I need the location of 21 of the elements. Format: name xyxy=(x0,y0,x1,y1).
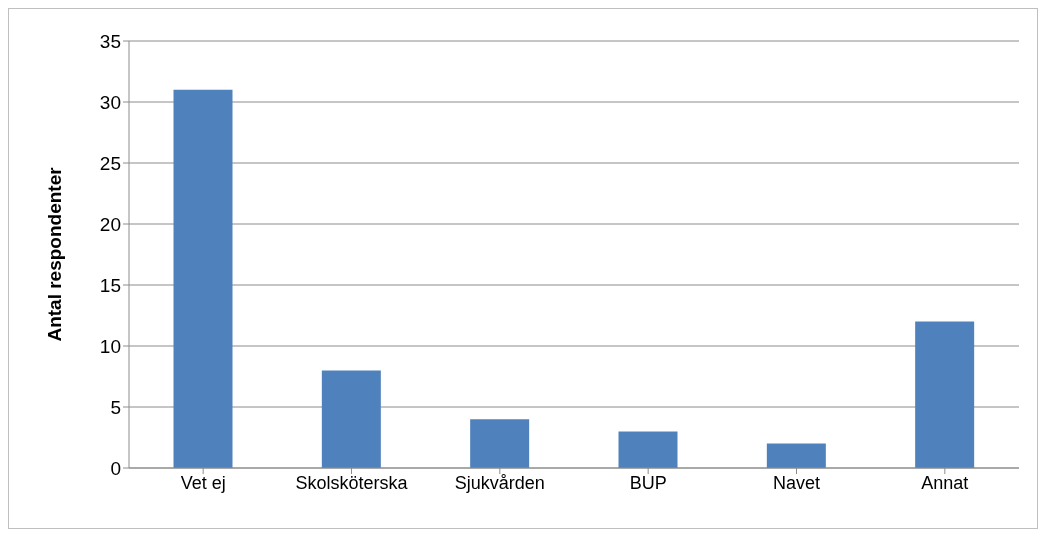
y-tick-label: 30 xyxy=(99,91,121,113)
x-tick-label: BUP xyxy=(629,472,667,493)
bar xyxy=(321,370,381,468)
x-tick-label: Annat xyxy=(921,472,969,493)
x-tick-label: Sjukvården xyxy=(454,472,545,493)
y-tick-label: 15 xyxy=(99,274,121,296)
bar xyxy=(618,431,678,468)
bar xyxy=(766,443,826,468)
y-tick-label: 20 xyxy=(99,213,121,235)
x-tick-label: Vet ej xyxy=(180,472,226,493)
x-tick-label: Navet xyxy=(772,472,821,493)
y-axis-title: Antal respondenter xyxy=(43,166,65,342)
y-tick-label: 25 xyxy=(99,152,121,174)
bar xyxy=(173,89,233,468)
y-tick-label: 5 xyxy=(110,396,121,418)
x-tick-label: Skolsköterska xyxy=(295,472,409,493)
bar xyxy=(915,321,975,468)
y-tick-label: 10 xyxy=(99,335,121,357)
y-tick-label: 0 xyxy=(110,457,121,479)
y-tick-label: 35 xyxy=(99,30,121,52)
bar xyxy=(470,419,530,468)
